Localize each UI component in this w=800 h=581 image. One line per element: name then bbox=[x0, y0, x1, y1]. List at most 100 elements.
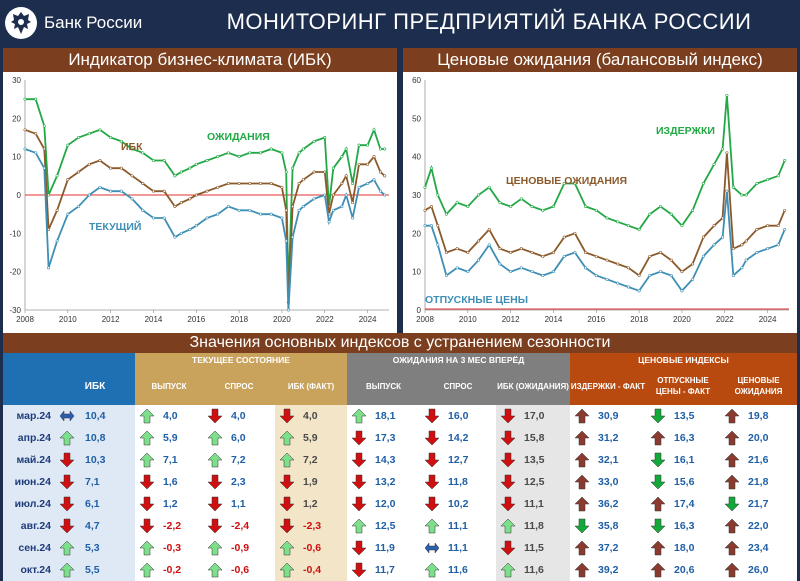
data-point bbox=[366, 182, 370, 186]
data-point bbox=[455, 247, 459, 251]
table-cell: 1,9 bbox=[279, 474, 343, 490]
table-cell: 30,9 bbox=[574, 408, 642, 424]
cell-value: 5,3 bbox=[85, 542, 100, 554]
table-cell: 19,8 bbox=[724, 408, 793, 424]
data-point bbox=[312, 139, 316, 143]
y-tick-label: 0 bbox=[417, 306, 422, 315]
col-header: ВЫПУСК bbox=[135, 367, 203, 405]
data-point bbox=[344, 174, 348, 178]
data-point bbox=[119, 189, 123, 193]
cell-value: -2,3 bbox=[303, 520, 322, 532]
cell-value: 17,3 bbox=[375, 432, 396, 444]
data-point bbox=[680, 289, 684, 293]
x-tick-label: 2022 bbox=[716, 315, 734, 324]
y-tick-label: 40 bbox=[412, 153, 421, 162]
col-header: ОТПУСКНЫЕ ЦЕНЫ - ФАКТ bbox=[646, 367, 720, 405]
data-point bbox=[509, 251, 513, 255]
table-cell: -0,9 bbox=[207, 540, 271, 556]
cell-value: 10,2 bbox=[448, 498, 469, 510]
cell-value: 4,7 bbox=[85, 520, 100, 532]
arrow-up-icon bbox=[139, 540, 155, 556]
arrow-down-icon bbox=[500, 430, 516, 446]
ibk-chart: 30 20 10 0 -10 -20 -30 2008 2010 2012 2014 2016 2018… bbox=[3, 72, 397, 334]
data-point bbox=[519, 247, 523, 251]
col-header: ИБК (ФАКТ) bbox=[275, 367, 347, 405]
table-cell: 1,1 bbox=[207, 496, 271, 512]
data-point bbox=[226, 182, 230, 186]
data-point bbox=[87, 132, 91, 136]
cell-value: -2,4 bbox=[231, 520, 250, 532]
data-point bbox=[42, 166, 46, 170]
data-point bbox=[98, 159, 102, 163]
x-tick-label: 2014 bbox=[145, 315, 163, 324]
data-point bbox=[584, 266, 588, 270]
table-cell: 11,1 bbox=[424, 540, 492, 556]
data-point bbox=[340, 205, 344, 209]
data-point bbox=[551, 270, 555, 274]
data-point bbox=[477, 193, 481, 197]
data-point bbox=[659, 205, 663, 209]
table-cell: 16,3 bbox=[650, 430, 716, 446]
table-cell: 36,2 bbox=[574, 496, 642, 512]
cell-value: 19,8 bbox=[748, 410, 769, 422]
arrow-up-icon bbox=[650, 540, 666, 556]
table-cell: 11,9 bbox=[351, 540, 416, 556]
col-header: ВЫПУСК bbox=[347, 367, 420, 405]
data-point bbox=[725, 93, 729, 97]
arrow-down-icon bbox=[279, 518, 295, 534]
x-tick-label: 2008 bbox=[16, 315, 34, 324]
data-point bbox=[423, 224, 427, 228]
data-point bbox=[487, 243, 491, 247]
data-point bbox=[77, 136, 81, 140]
data-point bbox=[23, 128, 27, 132]
data-point bbox=[55, 208, 59, 212]
x-tick-label: 2014 bbox=[545, 315, 563, 324]
data-point bbox=[721, 235, 725, 239]
data-point bbox=[766, 247, 770, 251]
data-point bbox=[776, 243, 780, 247]
cell-value: 11,1 bbox=[524, 498, 544, 510]
arrow-up-icon bbox=[279, 540, 295, 556]
eagle-emblem-icon bbox=[5, 7, 37, 39]
cell-value: 7,1 bbox=[163, 454, 178, 466]
cell-value: 12,0 bbox=[375, 498, 396, 510]
table-cell: 17,3 bbox=[351, 430, 416, 446]
data-point bbox=[530, 251, 534, 255]
data-point bbox=[188, 197, 192, 201]
arrow-down-icon bbox=[424, 474, 440, 490]
data-point bbox=[312, 197, 316, 201]
data-point bbox=[429, 205, 433, 209]
y-tick-label: 0 bbox=[17, 191, 22, 200]
data-point bbox=[691, 262, 695, 266]
data-point bbox=[173, 205, 177, 209]
cell-value: 20,6 bbox=[674, 564, 695, 576]
x-tick-label: 2018 bbox=[230, 315, 248, 324]
data-point bbox=[466, 205, 470, 209]
data-point bbox=[66, 143, 70, 147]
row-label: сен.24 bbox=[18, 542, 51, 554]
series-label: ЦЕНОВЫЕ ОЖИДАНИЯ bbox=[506, 175, 627, 187]
arrow-down-icon bbox=[500, 540, 516, 556]
table-cell: 11,8 bbox=[500, 518, 566, 534]
table-cell: 15,6 bbox=[650, 474, 716, 490]
y-tick-label: 30 bbox=[12, 76, 21, 85]
data-point bbox=[498, 262, 502, 266]
table-cell: 33,0 bbox=[574, 474, 642, 490]
data-point bbox=[162, 189, 166, 193]
col-header: СПРОС bbox=[203, 367, 275, 405]
data-point bbox=[42, 147, 46, 151]
data-point bbox=[530, 270, 534, 274]
x-tick-label: 2010 bbox=[59, 315, 77, 324]
data-point bbox=[455, 201, 459, 205]
cell-value: 10,4 bbox=[85, 410, 106, 422]
series-line-1 bbox=[24, 128, 386, 303]
series-label: ИЗДЕРЖКИ bbox=[656, 125, 715, 137]
table-cell: 16,1 bbox=[650, 452, 716, 468]
cell-value: 17,0 bbox=[524, 410, 545, 422]
table-cell: -0,6 bbox=[279, 540, 343, 556]
arrow-up-icon bbox=[424, 518, 440, 534]
row-label: апр.24 bbox=[17, 432, 51, 444]
table-cell: 7,1 bbox=[59, 474, 131, 490]
data-point bbox=[766, 178, 770, 182]
table-cell: 14,3 bbox=[351, 452, 416, 468]
